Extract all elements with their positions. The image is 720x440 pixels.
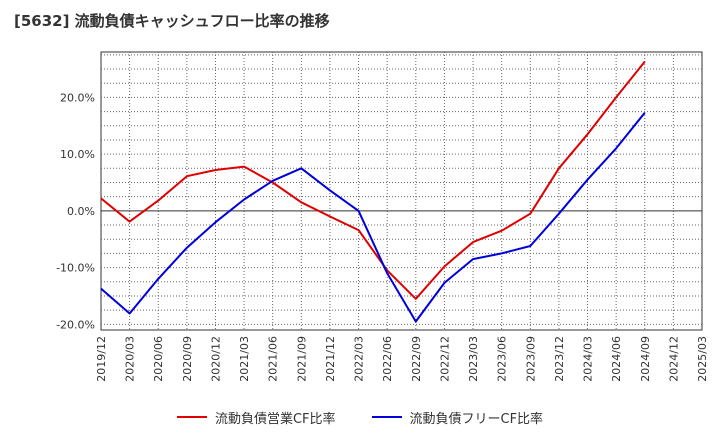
x-tick-label: 2020/12 — [209, 336, 222, 382]
legend-item-operating-cf: 流動負債営業CF比率 — [176, 406, 336, 428]
series-line-operating-cf — [100, 60, 646, 300]
x-tick-label: 2023/12 — [553, 336, 566, 382]
chart-title: [5632] 流動負債キャッシュフロー比率の推移 — [14, 12, 330, 30]
plot-frame — [100, 51, 703, 331]
x-tick-label: 2020/03 — [124, 336, 137, 382]
y-tick-label: 20.0% — [60, 91, 95, 104]
axis-layer: 20.0% 10.0% 0.0% -10.0% -20.0%2019/12 2020/03… — [56, 91, 709, 381]
x-tick-label: 2022/12 — [438, 336, 451, 382]
legend-item-free-cf: 流動負債フリーCF比率 — [371, 406, 544, 428]
x-tick-label: 2020/06 — [152, 336, 165, 382]
x-tick-label: 2021/12 — [324, 336, 337, 382]
x-tick-label: 2023/09 — [524, 336, 537, 382]
x-tick-label: 2025/03 — [696, 336, 709, 382]
x-tick-label: 2021/06 — [267, 336, 280, 382]
x-tick-label: 2024/09 — [639, 336, 652, 382]
x-tick-label: 2023/06 — [496, 336, 509, 382]
x-tick-label: 2023/03 — [467, 336, 480, 382]
x-tick-label: 2019/12 — [95, 336, 108, 382]
series-line-free-cf — [100, 112, 646, 323]
x-tick-label: 2022/06 — [381, 336, 394, 382]
y-tick-label: 0.0% — [67, 205, 95, 218]
series-layer — [100, 60, 646, 323]
legend-label-operating-cf: 流動負債営業CF比率 — [214, 411, 336, 427]
legend-swatch-operating-cf — [176, 416, 207, 418]
y-tick-label: -10.0% — [56, 262, 95, 275]
legend: 流動負債営業CF比率 流動負債フリーCF比率 — [0, 406, 720, 428]
x-tick-label: 2020/09 — [181, 336, 194, 382]
grid-layer — [100, 51, 703, 331]
legend-swatch-free-cf — [371, 416, 402, 418]
x-tick-label: 2021/03 — [238, 336, 251, 382]
x-tick-label: 2022/09 — [410, 336, 423, 382]
legend-label-free-cf: 流動負債フリーCF比率 — [409, 411, 544, 427]
y-tick-label: 10.0% — [60, 148, 95, 161]
x-tick-label: 2024/12 — [667, 336, 680, 382]
x-tick-label: 2021/09 — [295, 336, 308, 382]
x-tick-label: 2024/03 — [582, 336, 595, 382]
x-tick-label: 2024/06 — [610, 336, 623, 382]
x-tick-label: 2022/03 — [353, 336, 366, 382]
y-tick-label: -20.0% — [56, 318, 95, 331]
